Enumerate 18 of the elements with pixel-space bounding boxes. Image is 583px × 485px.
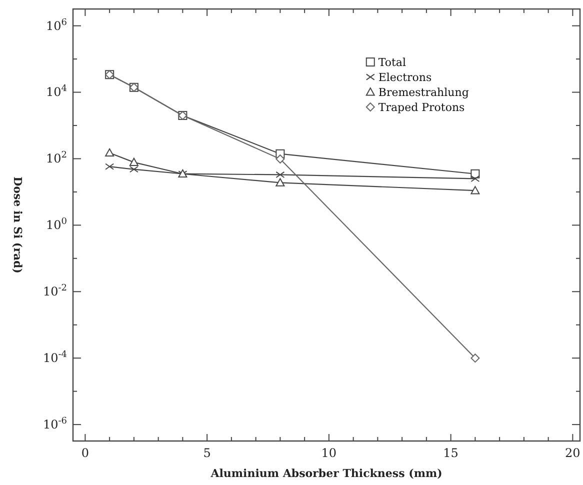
x-axis-title: Aluminium Absorber Thickness (mm)	[210, 467, 442, 480]
y-tick-label: 10$^{-4}$	[42, 350, 68, 366]
y-tick-label: 10$^{4}$	[46, 84, 68, 100]
y-tick-label: 10$^{-2}$	[42, 284, 67, 299]
x-tick-label: 5	[203, 446, 211, 460]
x-tick-label: 15	[443, 446, 458, 460]
legend-label: Traped Protons	[378, 101, 466, 114]
legend-label: Bremestrahlung	[378, 86, 469, 99]
y-tick-label: 10$^{0}$	[46, 217, 68, 232]
y-tick-label: 10$^{2}$	[46, 150, 67, 166]
legend-label: Total	[378, 56, 406, 69]
legend-label: Electrons	[378, 71, 432, 84]
y-tick-label: 10$^{-6}$	[42, 416, 68, 432]
y-tick-label: 10$^{6}$	[46, 18, 68, 33]
x-tick-label: 20	[565, 446, 580, 460]
y-axis-title: Dose in Si (rad)	[11, 176, 24, 274]
x-tick-label: 0	[81, 446, 90, 460]
x-tick-label: 10	[321, 446, 337, 460]
